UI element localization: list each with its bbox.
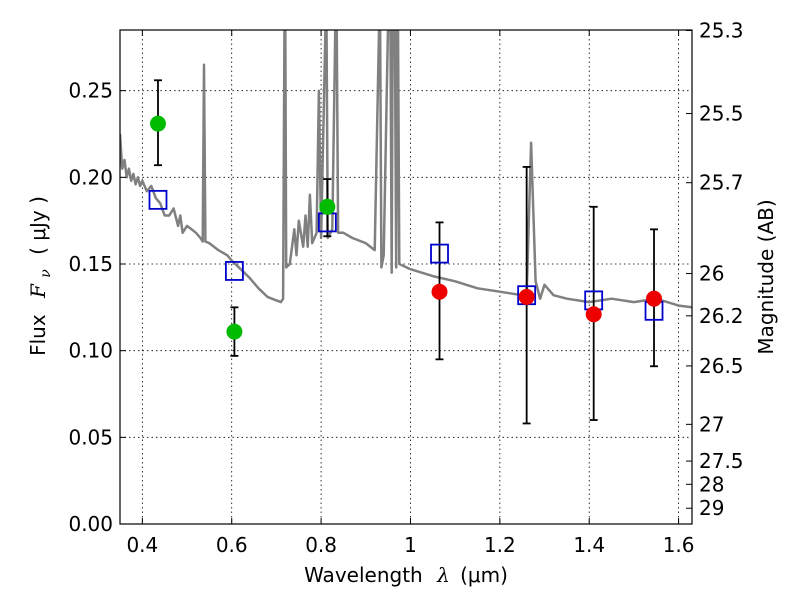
- y-axis-title-symbol: F: [26, 283, 50, 299]
- y2-tick-label: 25.7: [699, 171, 744, 195]
- x-tick-label: 0.6: [216, 533, 248, 557]
- y2-tick-label: 27.5: [699, 449, 744, 473]
- x-tick-label: 1.6: [663, 533, 695, 557]
- y2-tick-label: 26.5: [699, 354, 744, 378]
- blue-open-square: [224, 261, 244, 281]
- y2-tick-label: 26: [699, 262, 724, 286]
- x-axis-title-symbol: λ: [436, 563, 450, 587]
- green-data-point: [226, 323, 243, 340]
- x-tick-label: 1: [404, 533, 417, 557]
- y-axis-title-subscript: ν: [38, 269, 54, 278]
- axis-ticks: [120, 30, 692, 525]
- green-data-point: [149, 115, 166, 132]
- plot-frame: [119, 29, 693, 525]
- red-data-point: [585, 306, 602, 323]
- model-spectrum-layer: [120, 30, 692, 309]
- model-spectrum-line: [120, 30, 692, 309]
- x-tick-label: 1.4: [573, 533, 605, 557]
- y-axis-title-unit: ( μJy ): [26, 196, 50, 255]
- y-axis-title-prefix: Flux: [26, 314, 50, 356]
- y2-tick-label: 29: [699, 496, 724, 520]
- blue-open-square: [148, 189, 168, 210]
- x-axis-title: Wavelength λ (μm): [304, 563, 508, 587]
- y-tick-labels: 0.00 0.05 0.10 0.15 0.20 0.25: [68, 79, 113, 536]
- y2-tick-label: 27: [699, 412, 724, 436]
- x-tick-label: 0.8: [305, 533, 337, 557]
- red-data-point: [431, 283, 448, 300]
- y-tick-label: 0.05: [68, 425, 113, 449]
- x-axis-title-unit: (μm): [460, 563, 508, 587]
- y-tick-label: 0.25: [68, 79, 113, 103]
- y2-tick-label: 25.5: [699, 102, 744, 126]
- green-data-point: [319, 198, 336, 215]
- red-data-point: [646, 290, 663, 307]
- x-axis-title-prefix: Wavelength: [304, 563, 423, 587]
- x-tick-label: 1.2: [484, 533, 516, 557]
- y2-tick-label: 25.3: [699, 19, 744, 43]
- y-tick-label: 0.10: [68, 339, 113, 363]
- blue-open-square: [430, 243, 449, 264]
- y-tick-label: 0.00: [68, 512, 113, 536]
- grid-lines: [120, 30, 692, 524]
- y2-tick-label: 26.2: [699, 304, 744, 328]
- y-tick-label: 0.20: [68, 165, 113, 189]
- x-tick-labels: 0.4 0.6 0.8 1 1.2 1.4 1.6: [126, 533, 694, 557]
- marker-layer: [148, 115, 664, 340]
- y-tick-label: 0.15: [68, 252, 113, 276]
- red-data-point: [518, 288, 535, 305]
- y2-axis-title: Magnitude (AB): [754, 199, 778, 354]
- y2-tick-label: 28: [699, 472, 724, 496]
- x-tick-label: 0.4: [126, 533, 158, 557]
- y-axis-title: Flux F ν ( μJy ): [26, 196, 55, 356]
